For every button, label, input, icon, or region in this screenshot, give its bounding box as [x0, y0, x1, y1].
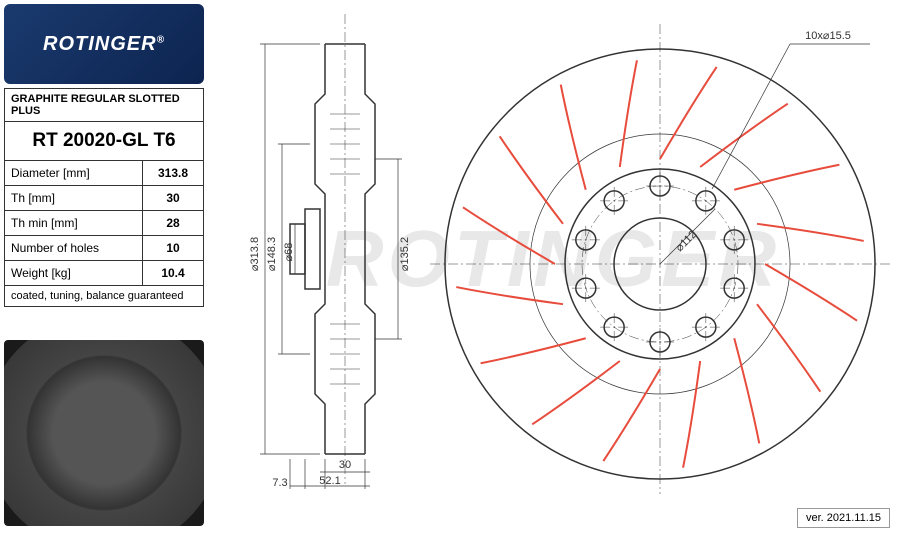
- spec-row: Th min [mm]28: [4, 211, 204, 236]
- dim-thickness: 30: [339, 459, 351, 471]
- slot-line: [765, 264, 857, 321]
- spec-row: Number of holes10: [4, 236, 204, 261]
- spec-note: coated, tuning, balance guaranteed: [4, 286, 204, 307]
- slot-line: [734, 165, 839, 190]
- slot-line: [500, 136, 563, 224]
- spec-label: Th min [mm]: [5, 211, 143, 235]
- slot-line: [620, 60, 637, 167]
- product-photo: [4, 340, 204, 526]
- dim-inner-dia: ⌀135.2: [399, 237, 411, 271]
- dim-outer-dia: ⌀313.8: [249, 237, 261, 271]
- dim-bolt-circle: ⌀112: [674, 229, 700, 255]
- spec-table: GRAPHITE REGULAR SLOTTED PLUS RT 20020-G…: [4, 88, 204, 307]
- slot-line: [532, 361, 620, 424]
- slot-line: [456, 287, 563, 304]
- front-view-drawing: ⌀112 10x⌀15.5: [430, 4, 890, 504]
- product-title: GRAPHITE REGULAR SLOTTED PLUS: [4, 88, 204, 122]
- spec-value: 313.8: [143, 161, 203, 185]
- brand-text: ROTINGER®: [43, 33, 165, 56]
- spec-value: 10: [143, 236, 203, 260]
- slot-line: [700, 104, 788, 167]
- spec-value: 30: [143, 186, 203, 210]
- slot-line: [660, 67, 717, 159]
- slot-line: [734, 338, 759, 443]
- slot-line: [683, 361, 700, 468]
- spec-value: 10.4: [143, 261, 203, 285]
- slot-line: [463, 207, 555, 264]
- slot-line: [757, 304, 820, 392]
- spec-row: Diameter [mm]313.8: [4, 161, 204, 186]
- spec-label: Weight [kg]: [5, 261, 143, 285]
- side-view-drawing: ⌀313.8 ⌀148.3 ⌀68 ⌀135.2 30 7.3 52.1: [230, 14, 420, 494]
- spec-row: Weight [kg]10.4: [4, 261, 204, 286]
- spec-label: Diameter [mm]: [5, 161, 143, 185]
- dim-hub-depth: 52.1: [319, 475, 340, 487]
- spec-label: Th [mm]: [5, 186, 143, 210]
- slot-line: [603, 369, 660, 461]
- dim-hub-dia: ⌀148.3: [266, 237, 278, 271]
- dim-offset: 7.3: [272, 477, 287, 489]
- slot-line: [561, 85, 586, 190]
- spec-row: Th [mm]30: [4, 186, 204, 211]
- spec-value: 28: [143, 211, 203, 235]
- dim-bolt-spec: 10x⌀15.5: [805, 30, 851, 42]
- disc-render: [4, 340, 204, 526]
- slot-line: [757, 224, 864, 241]
- dim-center-dia: ⌀68: [283, 243, 295, 262]
- technical-drawing: ROTINGER ⌀313.8: [210, 4, 896, 514]
- part-number: RT 20020-GL T6: [4, 122, 204, 161]
- slot-line: [481, 338, 586, 363]
- brand-logo: ROTINGER®: [4, 4, 204, 84]
- version-label: ver. 2021.11.15: [797, 508, 890, 528]
- spec-label: Number of holes: [5, 236, 143, 260]
